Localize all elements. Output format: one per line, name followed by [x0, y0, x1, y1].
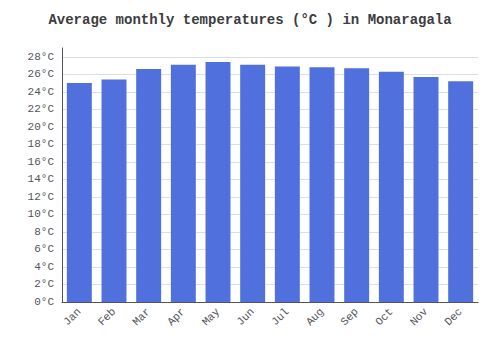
svg-text:10°C: 10°C [28, 208, 55, 220]
svg-text:Jul: Jul [269, 306, 291, 328]
svg-text:24°C: 24°C [28, 86, 55, 98]
svg-text:8°C: 8°C [34, 226, 54, 238]
svg-text:22°C: 22°C [28, 103, 55, 115]
svg-text:Dec: Dec [442, 306, 464, 328]
svg-text:4°C: 4°C [34, 261, 54, 273]
svg-text:18°C: 18°C [28, 138, 55, 150]
svg-text:Oct: Oct [373, 306, 395, 328]
svg-text:Mar: Mar [130, 306, 152, 328]
svg-text:6°C: 6°C [34, 243, 54, 255]
svg-text:12°C: 12°C [28, 191, 55, 203]
svg-text:0°C: 0°C [34, 296, 54, 308]
svg-text:Feb: Feb [96, 306, 118, 328]
svg-text:Sep: Sep [338, 306, 360, 328]
svg-text:Apr: Apr [165, 306, 187, 328]
svg-text:16°C: 16°C [28, 156, 55, 168]
svg-text:26°C: 26°C [28, 68, 55, 80]
svg-text:Jan: Jan [61, 306, 83, 328]
svg-text:Nov: Nov [408, 305, 431, 328]
svg-text:2°C: 2°C [34, 278, 54, 290]
svg-text:28°C: 28°C [28, 51, 55, 63]
svg-text:14°C: 14°C [28, 173, 55, 185]
svg-text:Jun: Jun [234, 306, 256, 328]
svg-text:20°C: 20°C [28, 121, 55, 133]
svg-text:Average monthly temperatures (: Average monthly temperatures (°C ) in Mo… [48, 12, 452, 28]
svg-text:May: May [200, 305, 223, 328]
svg-text:Aug: Aug [304, 306, 326, 328]
